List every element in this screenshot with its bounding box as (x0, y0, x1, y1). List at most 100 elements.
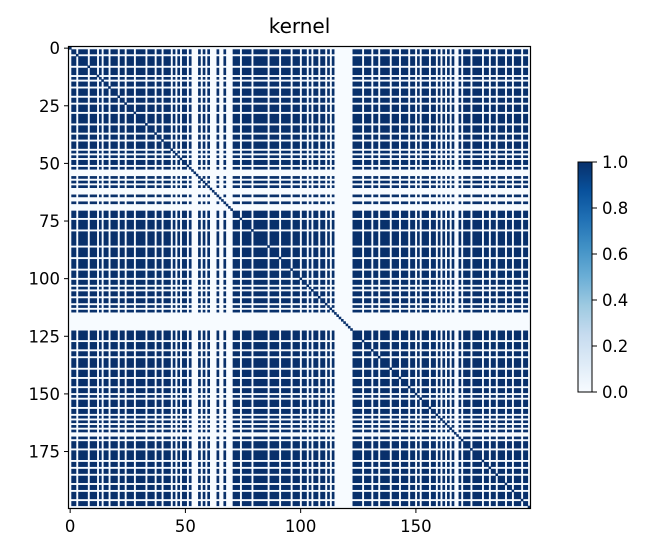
heatmap-block (463, 176, 471, 179)
heatmap-block (147, 279, 155, 285)
heatmap-block (253, 166, 268, 170)
heatmap-block (327, 305, 330, 308)
heatmap-block (269, 104, 280, 112)
heatmap-block (313, 399, 319, 407)
heatmap-block (156, 305, 162, 308)
heatmap-block (442, 450, 446, 460)
heatmap-block (202, 441, 206, 449)
heatmap-block (483, 159, 489, 165)
heatmap-block (188, 219, 192, 230)
heatmap-block (89, 286, 98, 290)
heatmap-block (241, 67, 252, 76)
heatmap-block (147, 330, 155, 341)
heatmap-block (410, 180, 416, 184)
heatmap-block (232, 279, 240, 285)
heatmap-block (364, 180, 372, 184)
colorbar-tick-label: 0.8 (602, 199, 628, 218)
heatmap-block (364, 429, 372, 433)
heatmap-block (513, 425, 522, 428)
heatmap-block (89, 247, 98, 258)
heatmap-block (523, 395, 529, 398)
heatmap-block (497, 429, 506, 433)
heatmap-block (253, 461, 268, 467)
heatmap-block (188, 104, 192, 112)
heatmap-block (163, 425, 171, 428)
heatmap-block (513, 166, 522, 170)
heatmap-block (181, 491, 187, 500)
heatmap-block (497, 231, 506, 246)
heatmap-block (400, 399, 409, 407)
heatmap-block (506, 67, 512, 76)
heatmap-block (327, 351, 330, 357)
heatmap-block (147, 159, 155, 165)
heatmap-block (430, 180, 436, 184)
heatmap-block (320, 298, 326, 304)
heatmap-block (110, 309, 118, 313)
heatmap-block (513, 468, 522, 474)
heatmap-block (232, 176, 240, 179)
heatmap-block (472, 305, 482, 308)
heatmap-block (135, 305, 146, 308)
heatmap-block (292, 330, 300, 341)
heatmap-block (202, 461, 206, 467)
heatmap-block (506, 113, 512, 124)
heatmap-block (451, 88, 455, 96)
heatmap-block (71, 395, 77, 398)
heatmap-block (188, 415, 192, 419)
heatmap-block (308, 415, 312, 419)
heatmap-block (71, 415, 77, 419)
heatmap-block (400, 67, 409, 76)
heatmap-block (135, 247, 146, 258)
heatmap-block (472, 436, 482, 440)
heatmap-block (513, 150, 522, 154)
heatmap-block (126, 49, 134, 55)
heatmap-block (308, 67, 312, 76)
heatmap-block (202, 484, 206, 490)
heatmap-block (506, 185, 512, 189)
heatmap-block (135, 194, 146, 198)
heatmap-block (253, 425, 268, 428)
heatmap-block (400, 420, 409, 424)
heatmap-block (308, 388, 312, 394)
heatmap-block (177, 461, 181, 467)
heatmap-block (400, 291, 409, 297)
heatmap-block (172, 298, 176, 304)
heatmap-block (207, 81, 211, 87)
heatmap-block (78, 180, 88, 184)
heatmap-block (463, 395, 471, 398)
heatmap-block (327, 201, 330, 205)
heatmap-block (472, 491, 482, 500)
heatmap-block (207, 201, 211, 205)
heatmap-block (198, 286, 201, 290)
heatmap-block (188, 67, 192, 76)
heatmap-block (523, 56, 529, 66)
heatmap-block (241, 159, 252, 165)
heatmap-block (430, 491, 436, 500)
heatmap-block (198, 166, 201, 170)
heatmap-block (313, 56, 319, 66)
heatmap-block (202, 358, 206, 368)
heatmap-block (331, 113, 335, 124)
heatmap-block (421, 134, 429, 140)
heatmap-block (147, 141, 155, 149)
heatmap-block (198, 76, 201, 80)
heatmap-block (292, 113, 300, 124)
heatmap-block (331, 141, 335, 149)
heatmap-block (320, 88, 326, 96)
heatmap-block (331, 125, 335, 133)
heatmap-block (506, 468, 512, 474)
heatmap-block (513, 259, 522, 269)
heatmap-block (373, 67, 379, 76)
heatmap-block (447, 176, 450, 179)
heatmap-block (119, 450, 125, 460)
heatmap-block (483, 395, 489, 398)
heatmap-block (352, 185, 363, 189)
heatmap-block (331, 425, 335, 428)
heatmap-block (216, 270, 220, 278)
heatmap-block (472, 378, 482, 387)
heatmap-block (172, 67, 176, 76)
heatmap-block (447, 309, 450, 313)
heatmap-block (181, 166, 187, 170)
heatmap-block (523, 194, 529, 198)
heatmap-block (135, 56, 146, 66)
